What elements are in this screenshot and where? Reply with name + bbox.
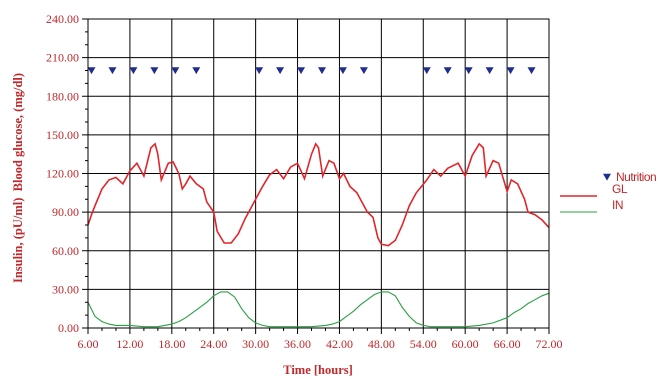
nutrition-marker [485, 67, 494, 75]
x-tick-label: 72.00 [536, 337, 563, 351]
x-tick-label: 36.00 [284, 337, 311, 351]
nutrition-marker [527, 67, 536, 75]
y-tick-label: 90.00 [52, 205, 79, 219]
nutrition-marker [297, 67, 306, 75]
legend-in-label: IN [612, 198, 623, 212]
x-tick-label: 24.00 [200, 337, 227, 351]
x-tick-label: 30.00 [242, 337, 269, 351]
nutrition-marker [255, 67, 264, 75]
y-tick-label: 210.00 [46, 51, 79, 65]
nutrition-marker [276, 67, 285, 75]
grid [87, 18, 550, 329]
x-tick-label: 48.00 [368, 337, 395, 351]
nutrition-marker [150, 67, 159, 75]
nutrition-marker [464, 67, 473, 75]
nutrition-marker [317, 67, 326, 75]
y-tick-label: 0.00 [58, 321, 79, 335]
x-tick-label: 6.00 [78, 337, 99, 351]
y-tick-label: 240.00 [46, 12, 79, 26]
y-tick-label: 150.00 [46, 128, 79, 142]
y-axis: 0.00 30.00 60.00 90.00 120.00 150.00 180.00 210… [46, 12, 88, 335]
nutrition-marker [359, 67, 368, 75]
x-tick-label: 66.00 [494, 337, 521, 351]
x-tick-label: 54.00 [410, 337, 437, 351]
y-tick-label: 180.00 [46, 89, 79, 103]
y-tick-label: 60.00 [52, 244, 79, 258]
in-line [87, 291, 550, 328]
y-tick-label: 30.00 [52, 282, 79, 296]
nutrition-marker [129, 67, 138, 75]
nutrition-marker [171, 67, 180, 75]
x-axis: 6.00 12.00 18.00 24.00 30.00 36.00 42.00 48.00 5… [78, 328, 563, 351]
x-tick-label: 18.00 [158, 337, 185, 351]
y-tick-label: 120.00 [46, 167, 79, 181]
nutrition-marker [338, 67, 347, 75]
gl-line [87, 142, 550, 247]
nutrition-marker [443, 67, 452, 75]
x-axis-title: Time [hours] [283, 363, 353, 377]
x-tick-label: 42.00 [326, 337, 353, 351]
legend-gl-label: GL [612, 182, 628, 196]
nutrition-marker [192, 67, 201, 75]
y-axis-title: Insulin, (pU/ml) Blood glucose, (mg/dl) [11, 73, 25, 283]
plot-frame [87, 18, 550, 329]
nutrition-marker [108, 67, 117, 75]
nutrition-marker [87, 67, 96, 75]
legend-nutrition-label: Nutrition [616, 170, 656, 184]
series-layer [87, 67, 550, 328]
x-tick-label: 60.00 [452, 337, 479, 351]
nutrition-marker [422, 67, 431, 75]
nutrition-marker [506, 67, 515, 75]
legend-nutrition-swatch [603, 173, 611, 181]
x-tick-label: 12.00 [116, 337, 143, 351]
